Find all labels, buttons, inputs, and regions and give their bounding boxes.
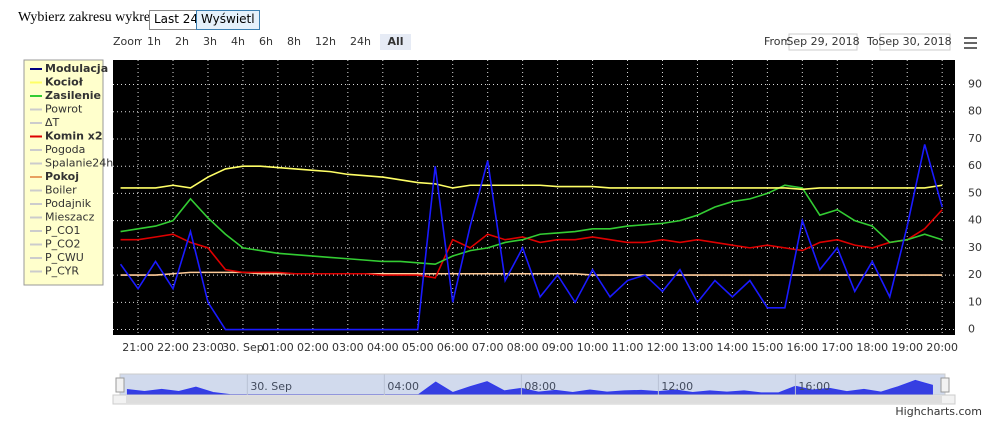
x-tick-label: 19:00 xyxy=(891,341,923,354)
x-tick-label: 30. Sep xyxy=(222,341,264,354)
x-tick-label: 16:00 xyxy=(786,341,818,354)
y-tick-label: 0 xyxy=(968,323,975,336)
navigator-selection[interactable] xyxy=(119,373,946,396)
x-tick-label: 12:00 xyxy=(647,341,679,354)
plot-background xyxy=(113,60,955,335)
x-tick-label: 22:00 xyxy=(157,341,189,354)
legend-label[interactable]: Zasilenie xyxy=(45,89,101,102)
y-tick-label: 60 xyxy=(968,159,982,172)
zoom-button[interactable] xyxy=(310,34,341,50)
menu-icon-bar[interactable] xyxy=(964,37,977,39)
legend-label[interactable]: Spalanie24h xyxy=(45,157,113,170)
navigator-handle[interactable] xyxy=(115,377,125,393)
legend-box xyxy=(23,59,104,286)
navigator-handle[interactable] xyxy=(940,377,950,393)
from-label: From xyxy=(764,35,791,48)
legend-label[interactable]: Pogoda xyxy=(45,143,85,156)
legend-label[interactable]: Boiler xyxy=(45,184,77,197)
zoom-button[interactable] xyxy=(345,34,376,50)
zoom-button-label[interactable]: 24h xyxy=(350,35,371,48)
navigator-tick-label: 16:00 xyxy=(798,380,830,393)
navigator-tick-label: 08:00 xyxy=(524,380,556,393)
from-input[interactable] xyxy=(788,33,858,51)
x-tick-label: 17:00 xyxy=(821,341,853,354)
navigator-tick-label: 30. Sep xyxy=(250,380,292,393)
zoom-button[interactable] xyxy=(226,34,250,50)
zoom-button-label[interactable]: All xyxy=(387,35,403,48)
x-tick-label: 14:00 xyxy=(717,341,749,354)
x-tick-label: 06:00 xyxy=(437,341,469,354)
y-tick-label: 20 xyxy=(968,268,982,281)
legend-label[interactable]: Modulacja xyxy=(45,62,108,75)
zoom-button[interactable] xyxy=(380,34,411,50)
zoom-button-label[interactable]: 3h xyxy=(203,35,217,48)
from-value: Sep 29, 2018 xyxy=(786,35,859,48)
legend-label[interactable]: P_CWU xyxy=(45,251,84,264)
x-tick-label: 18:00 xyxy=(856,341,888,354)
series-line xyxy=(120,209,943,279)
navigator-tick-label: 04:00 xyxy=(387,380,419,393)
x-tick-label: 05:00 xyxy=(402,341,434,354)
x-tick-label: 09:00 xyxy=(542,341,574,354)
zoom-label: Zoom xyxy=(113,35,145,48)
y-tick-label: 10 xyxy=(968,295,982,308)
x-tick-label: 21:00 xyxy=(122,341,154,354)
zoom-button-label[interactable]: 2h xyxy=(175,35,189,48)
legend-label[interactable]: P_CO2 xyxy=(45,238,80,251)
legend-label[interactable]: P_CYR xyxy=(45,265,79,278)
x-tick-label: 20:00 xyxy=(926,341,958,354)
y-tick-label: 80 xyxy=(968,105,982,118)
zoom-button-label[interactable]: 6h xyxy=(259,35,273,48)
scrollbar-thumb[interactable] xyxy=(126,396,942,403)
y-tick-label: 70 xyxy=(968,132,982,145)
navigator-tick-label: 12:00 xyxy=(661,380,693,393)
legend-label[interactable]: Powrot xyxy=(45,103,83,116)
y-tick-label: 30 xyxy=(968,241,982,254)
x-tick-label: 03:00 xyxy=(332,341,364,354)
credits[interactable]: Highcharts.com xyxy=(895,405,982,418)
zoom-button-label[interactable]: 8h xyxy=(287,35,301,48)
zoom-button-label[interactable]: 4h xyxy=(231,35,245,48)
legend-label[interactable]: Podajnik xyxy=(45,197,92,210)
legend-label[interactable]: P_CO1 xyxy=(45,224,80,237)
legend-label[interactable]: Pokoj xyxy=(45,170,79,183)
zoom-button[interactable] xyxy=(282,34,306,50)
show-button[interactable]: Wyświetl xyxy=(196,10,260,30)
zoom-button-label[interactable]: 1h xyxy=(147,35,161,48)
x-tick-label: 07:00 xyxy=(472,341,504,354)
legend-label[interactable]: ΔT xyxy=(45,116,60,129)
zoom-button-label[interactable]: 12h xyxy=(315,35,336,48)
y-tick-label: 40 xyxy=(968,214,982,227)
x-tick-label: 04:00 xyxy=(367,341,399,354)
x-tick-label: 23:00 xyxy=(192,341,224,354)
y-tick-label: 90 xyxy=(968,78,982,91)
zoom-button[interactable] xyxy=(170,34,194,50)
to-value: Sep 30, 2018 xyxy=(878,35,951,48)
x-tick-label: 10:00 xyxy=(577,341,609,354)
x-tick-label: 11:00 xyxy=(612,341,644,354)
legend-label[interactable]: Mieszacz xyxy=(45,211,95,224)
to-input[interactable] xyxy=(879,33,951,51)
legend-label[interactable]: Kocioł xyxy=(45,76,84,89)
x-tick-label: 15:00 xyxy=(752,341,784,354)
x-tick-label: 01:00 xyxy=(262,341,294,354)
series-line xyxy=(120,165,943,191)
y-tick-label: 50 xyxy=(968,186,982,199)
zoom-button[interactable] xyxy=(254,34,278,50)
range-label: Wybierz zakresu wykresu: xyxy=(18,10,167,25)
series-line xyxy=(120,184,943,266)
x-tick-label: 13:00 xyxy=(682,341,714,354)
zoom-button[interactable] xyxy=(142,34,166,50)
menu-icon-bar[interactable] xyxy=(964,47,977,49)
series-line xyxy=(119,144,943,331)
to-label: To xyxy=(866,35,879,48)
x-tick-label: 08:00 xyxy=(507,341,539,354)
x-tick-label: 02:00 xyxy=(297,341,329,354)
select-value: Last 24h xyxy=(154,12,206,26)
legend-label[interactable]: Komin x2 xyxy=(45,130,103,143)
zoom-button[interactable] xyxy=(198,34,222,50)
menu-icon-bar[interactable] xyxy=(964,42,977,44)
